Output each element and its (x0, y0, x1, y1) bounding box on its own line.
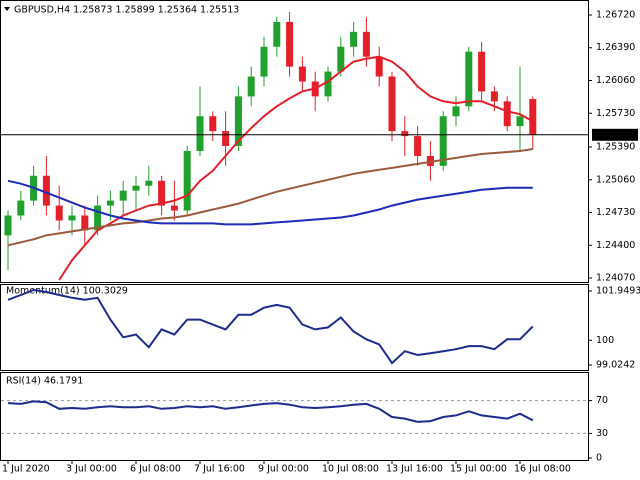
y-tick-label: 1.26720 (596, 9, 635, 20)
candle-body (516, 116, 524, 127)
y-tick-label: 1.24070 (596, 273, 635, 284)
y-tick-label: 1.25060 (596, 174, 635, 185)
candle-body (158, 180, 166, 206)
y-tick-label: 0 (596, 453, 602, 464)
candle-body (337, 46, 345, 72)
y-tick-label: 1.25390 (596, 142, 635, 153)
moving-average (58, 55, 534, 281)
candle-body (414, 136, 422, 156)
candle-body (388, 76, 396, 132)
candle-body (81, 215, 89, 231)
x-tick-label: 16 Jul 08:00 (514, 464, 571, 475)
candle-body (42, 175, 50, 206)
y-tick-label: 1.26060 (596, 75, 635, 86)
candle-body (55, 205, 63, 221)
candle-body (196, 116, 204, 151)
y-tick-label: 70 (596, 395, 608, 406)
candle-body (17, 200, 25, 216)
moving-average (7, 148, 533, 247)
y-tick-label: 101.9493 (596, 286, 640, 297)
candle-body (529, 99, 537, 135)
candle-body (222, 131, 230, 147)
candle-body (375, 56, 383, 77)
rsi-panel (0, 372, 589, 461)
candle-body (298, 66, 306, 82)
last-price-box (592, 128, 638, 141)
momentum-title: Momentum(14) 100.3029 (6, 286, 128, 297)
candle-body (119, 190, 127, 201)
candle-body (478, 51, 486, 92)
x-tick-label: 15 Jul 00:00 (450, 464, 507, 475)
candle-body (145, 180, 153, 186)
x-tick-label: 7 Jul 16:00 (194, 464, 245, 475)
y-tick-label: 1.26390 (596, 42, 635, 53)
y-tick-label: 30 (596, 428, 608, 439)
main-panel (0, 0, 589, 283)
indicator-line (7, 400, 534, 423)
candle-body (132, 185, 140, 191)
candle-body (324, 71, 332, 97)
candle-body (209, 116, 217, 132)
candle-body (465, 51, 473, 107)
y-tick-label: 1.25730 (596, 108, 635, 119)
y-tick-label: 99.0242 (596, 360, 635, 371)
candle-body (94, 205, 102, 231)
y-tick-label: 1.24730 (596, 207, 635, 218)
candle-body (490, 91, 498, 102)
x-tick-label: 13 Jul 16:00 (386, 464, 443, 475)
candle-body (401, 131, 409, 137)
candle-body (439, 116, 447, 166)
y-tick-label: 100 (596, 335, 614, 346)
candle-body (247, 76, 255, 97)
candle-body (452, 106, 460, 117)
candle-body (260, 46, 268, 77)
moving-average (7, 179, 533, 226)
x-tick-label: 1 Jul 2020 (2, 464, 50, 475)
rsi-title: RSI(14) 46.1791 (6, 376, 83, 387)
x-tick-label: 6 Jul 08:00 (130, 464, 181, 475)
y-tick-label: 1.24400 (596, 240, 635, 251)
chart-title: GBPUSD,H4 1.25873 1.25899 1.25364 1.2551… (14, 5, 239, 16)
candle-body (503, 101, 511, 127)
candle-body (273, 21, 281, 47)
candle-body (362, 31, 370, 57)
x-tick-label: 3 Jul 00:00 (66, 464, 117, 475)
candle-body (183, 150, 191, 211)
candle-body (286, 21, 294, 67)
indicator-line (7, 288, 534, 365)
last-price-label: 1.25513 (596, 129, 635, 140)
x-tick-label: 9 Jul 00:00 (258, 464, 309, 475)
candle-body (234, 96, 242, 147)
x-tick-label: 10 Jul 08:00 (322, 464, 379, 475)
candle-body (68, 215, 76, 221)
menu-arrow (4, 7, 10, 11)
candle-body (106, 200, 114, 206)
candle-body (4, 215, 12, 236)
momentum-panel (0, 284, 589, 371)
candle-body (350, 31, 358, 47)
candle-body (170, 205, 178, 211)
